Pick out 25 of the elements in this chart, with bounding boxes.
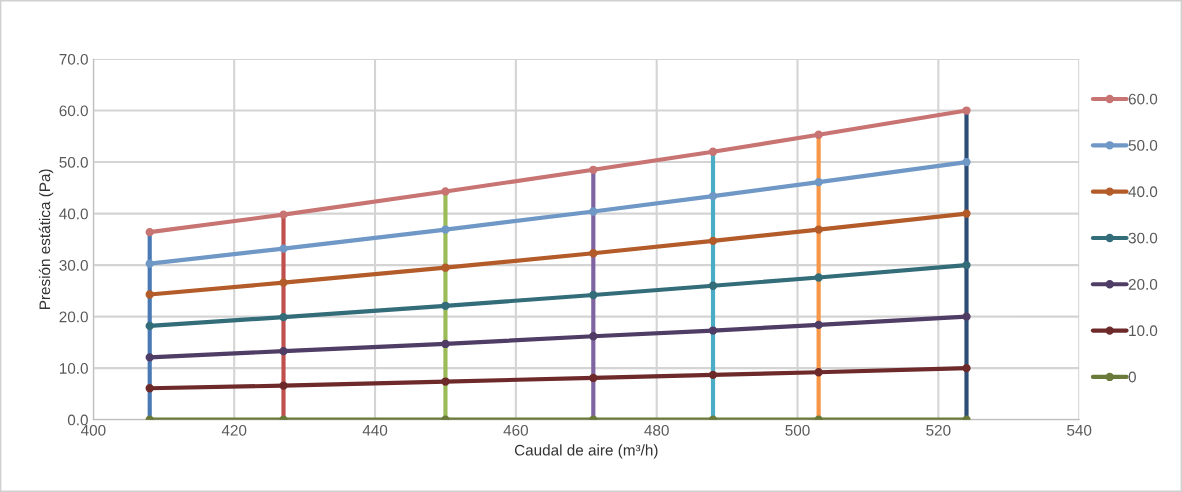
- x-tick-label: 440: [362, 424, 388, 436]
- legend-label: 10.0: [1129, 325, 1158, 337]
- x-tick-label: 400: [80, 424, 106, 436]
- x-tick-label: 500: [785, 424, 810, 436]
- legend-label: 60.0: [1128, 93, 1158, 105]
- legend-label: 0: [1128, 371, 1136, 383]
- x-axis-title: Caudal de aire (m³/h): [514, 444, 658, 459]
- x-tick-label: 420: [221, 424, 247, 436]
- x-tick-label: 480: [644, 424, 669, 436]
- x-tick-label: 540: [1067, 424, 1092, 436]
- legend-label: 40.0: [1128, 186, 1158, 198]
- legend-label: 30.0: [1128, 232, 1158, 244]
- legend-label: 20.0: [1128, 278, 1158, 290]
- y-tick-label: 10.0: [59, 363, 88, 374]
- y-tick-label: 70.0: [59, 53, 88, 65]
- x-tick-label: 520: [926, 424, 951, 436]
- legend-label: 50.0: [1128, 139, 1158, 151]
- y-tick-label: 20.0: [59, 311, 88, 323]
- x-tick-label: 460: [503, 424, 529, 436]
- y-tick-label: 50.0: [59, 156, 88, 168]
- y-tick-label: 40.0: [59, 208, 88, 220]
- y-tick-label: 30.0: [59, 259, 88, 271]
- y-axis-title: Presión estática (Pa): [38, 169, 54, 309]
- y-tick-label: 60.0: [59, 105, 88, 117]
- y-tick-label: 0.0: [67, 414, 88, 426]
